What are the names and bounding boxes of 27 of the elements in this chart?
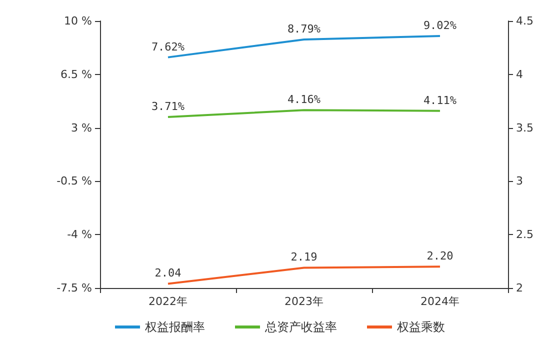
data-label: 2.04 <box>154 266 182 280</box>
data-label: 3.71% <box>151 100 185 113</box>
legend-label: 权益乘数 <box>396 320 445 334</box>
y2-tick-label: 4.5 <box>516 14 534 28</box>
y2-tick-label: 2.5 <box>516 228 534 242</box>
y-tick-label: -4 % <box>67 228 92 242</box>
y-tick-label: -0.5 % <box>56 174 92 188</box>
y2-tick-label: 3 <box>516 174 523 188</box>
legend-label: 总资产收益率 <box>264 320 337 334</box>
data-label: 4.11% <box>423 94 457 107</box>
data-label: 2.20 <box>426 250 454 263</box>
y-tick-label: 6.5 % <box>60 68 92 81</box>
data-label: 2.19 <box>290 250 318 264</box>
y-tick-label: -7.5 % <box>56 282 92 294</box>
x-tick-label: 2024年 <box>420 295 460 308</box>
legend-label: 权益报酬率 <box>144 320 205 334</box>
x-tick-label: 2022年 <box>148 295 188 308</box>
y2-tick-label: 3.5 <box>516 121 534 134</box>
y2-tick-label: 2 <box>516 282 523 294</box>
data-label: 9.02% <box>423 18 457 32</box>
data-label: 8.79% <box>287 22 321 36</box>
data-label: 4.16% <box>287 93 321 106</box>
y-tick-label: 3 % <box>71 121 92 134</box>
data-label: 7.62% <box>151 40 185 54</box>
x-tick-label: 2023年 <box>284 295 324 308</box>
y-tick-label: 10 % <box>64 14 92 28</box>
y2-tick-label: 4 <box>516 68 523 81</box>
